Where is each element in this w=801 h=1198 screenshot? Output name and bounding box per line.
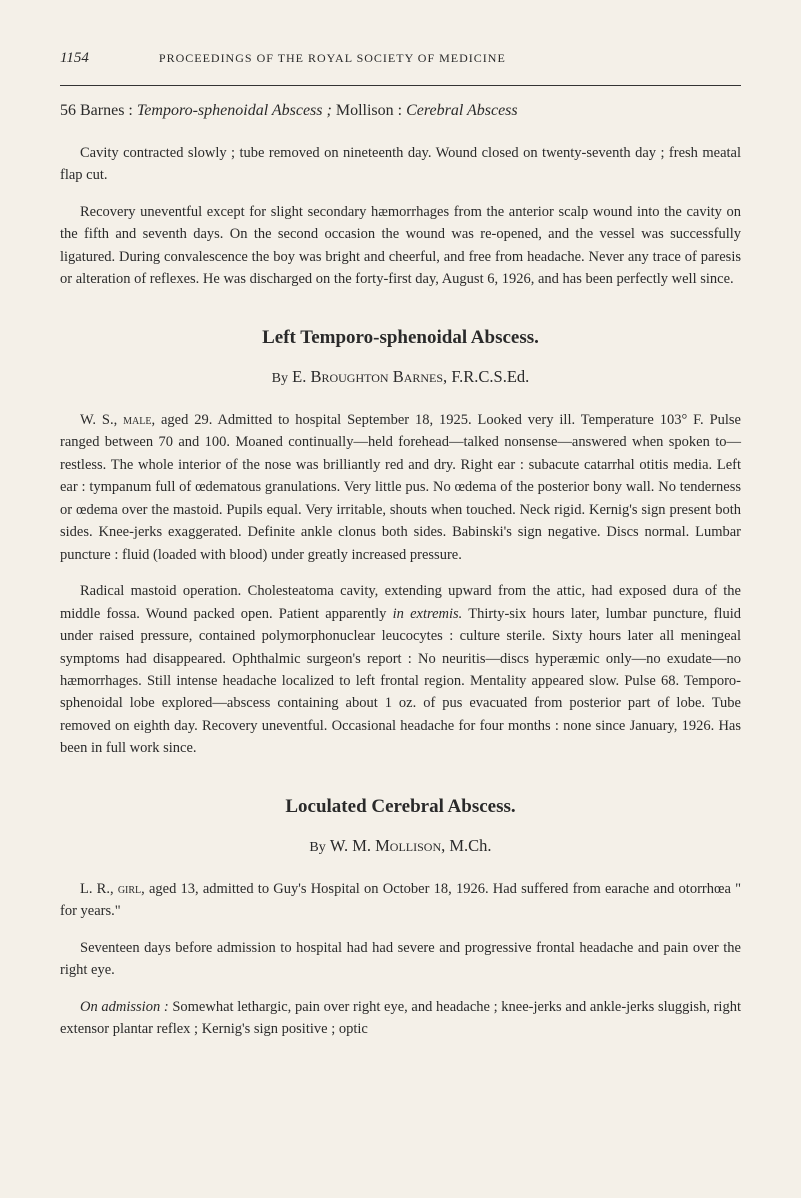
para3-rest: , aged 29. Admitted to hospital Septembe… bbox=[60, 412, 741, 563]
section-title-1: Left Temporo-sphenoidal Abscess. bbox=[60, 327, 741, 349]
subject-text2: Mollison : bbox=[332, 102, 406, 119]
para4-post: Thirty-six hours later, lumbar puncture,… bbox=[60, 606, 741, 757]
para5-smallcaps: girl bbox=[118, 881, 141, 897]
author-name-1: E. Broughton Barnes, bbox=[292, 367, 447, 386]
subject-italic1: Temporo-sphenoidal Abscess ; bbox=[137, 102, 332, 119]
para3-prefix: W. S., bbox=[80, 412, 123, 428]
subject-line: 56 Barnes : Temporo-sphenoidal Abscess ;… bbox=[60, 102, 741, 120]
section-title-2: Loculated Cerebral Abscess. bbox=[60, 796, 741, 818]
paragraph-6: Seventeen days before admission to hospi… bbox=[60, 937, 741, 982]
by-label-1: By bbox=[272, 371, 288, 386]
para7-italic: On admission : bbox=[80, 999, 169, 1015]
page-header: 1154 PROCEEDINGS OF THE ROYAL SOCIETY OF… bbox=[60, 50, 741, 67]
para5-rest: , aged 13, admitted to Guy's Hospital on… bbox=[60, 881, 741, 919]
subject-number: 56 bbox=[60, 102, 76, 119]
para4-italic: in extremis. bbox=[393, 606, 463, 622]
byline-2: By W. M. Mollison, M.Ch. bbox=[60, 836, 741, 856]
running-header: PROCEEDINGS OF THE ROYAL SOCIETY OF MEDI… bbox=[129, 51, 741, 66]
header-rule bbox=[60, 85, 741, 86]
credentials-1: F.R.C.S.Ed. bbox=[447, 367, 529, 386]
paragraph-1: Cavity contracted slowly ; tube removed … bbox=[60, 142, 741, 187]
para3-smallcaps: male bbox=[123, 412, 151, 428]
page-number: 1154 bbox=[60, 50, 89, 67]
paragraph-3: W. S., male, aged 29. Admitted to hospit… bbox=[60, 409, 741, 566]
author-name-2: W. M. Mollison, bbox=[330, 836, 445, 855]
credentials-2: M.Ch. bbox=[445, 836, 491, 855]
paragraph-2: Recovery uneventful except for slight se… bbox=[60, 201, 741, 291]
subject-text1: Barnes : bbox=[76, 102, 137, 119]
byline-1: By E. Broughton Barnes, F.R.C.S.Ed. bbox=[60, 367, 741, 387]
paragraph-5: L. R., girl, aged 13, admitted to Guy's … bbox=[60, 878, 741, 923]
paragraph-7: On admission : Somewhat lethargic, pain … bbox=[60, 996, 741, 1041]
para5-prefix: L. R., bbox=[80, 881, 118, 897]
subject-italic2: Cerebral Abscess bbox=[406, 102, 518, 119]
paragraph-4: Radical mastoid operation. Cholesteatoma… bbox=[60, 580, 741, 760]
by-label-2: By bbox=[309, 840, 325, 855]
